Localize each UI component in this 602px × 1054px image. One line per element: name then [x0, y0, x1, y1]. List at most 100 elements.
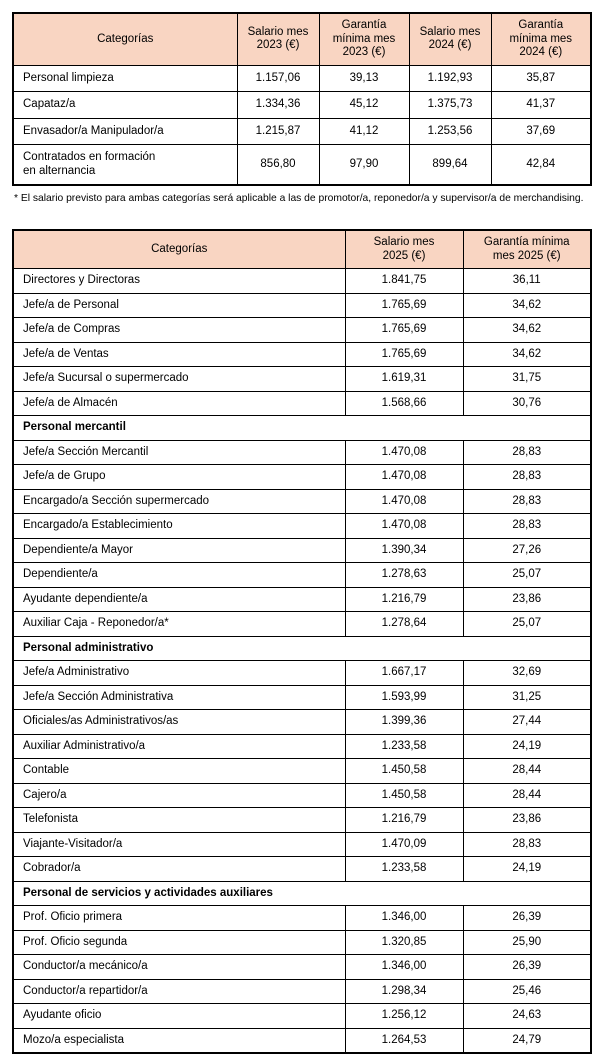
value-cell: 1.593,99 [344, 684, 464, 710]
value-cell: 28,44 [462, 782, 592, 808]
value-column-header: Garantía mínima mes 2025 (€) [462, 229, 592, 269]
header-row: Categorías Salario mes 2023 (€) Garantía m… [12, 12, 592, 66]
value-column-header: Salario mes 2024 (€) [408, 12, 492, 66]
value-column-header: Salario mes 2023 (€) [236, 12, 320, 66]
category-cell: Contratados en formación en alternancia [12, 144, 238, 186]
table-row: Auxiliar Caja - Reponedor/a* 1.278,64 25,0… [12, 611, 592, 637]
value-cell: 1.346,00 [344, 954, 464, 980]
value-cell: 28,83 [462, 439, 592, 465]
table-body: Directores y Directoras 1.841,75 36,11 Jefe… [12, 268, 592, 1054]
table-row: Personal limpieza 1.157,06 39,13 1.192,93 35… [12, 64, 592, 92]
category-cell: Dependiente/a Mayor [12, 537, 346, 563]
value-cell: 34,62 [462, 341, 592, 367]
value-cell: 1.390,34 [344, 537, 464, 563]
value-cell: 1.470,08 [344, 464, 464, 490]
value-cell: 1.334,36 [236, 91, 320, 119]
value-cell: 24,63 [462, 1003, 592, 1029]
table-row: Contable 1.450,58 28,44 [12, 758, 592, 784]
category-cell: Encargado/a Establecimiento [12, 513, 346, 539]
category-cell: Telefonista [12, 807, 346, 833]
value-cell: 27,44 [462, 709, 592, 735]
category-cell: Jefe/a de Compras [12, 317, 346, 343]
category-cell: Prof. Oficio segunda [12, 929, 346, 955]
value-cell: 24,19 [462, 856, 592, 882]
value-cell: 1.619,31 [344, 366, 464, 392]
table-row: Telefonista 1.216,79 23,86 [12, 807, 592, 833]
category-cell: Oficiales/as Administrativos/as [12, 709, 346, 735]
table-row: Jefe/a de Almacén 1.568,66 30,76 [12, 390, 592, 416]
category-cell: Mozo/a especialista [12, 1027, 346, 1054]
value-cell: 42,84 [490, 144, 592, 186]
table-row: Contratados en formación en alternancia 8… [12, 144, 592, 186]
value-cell: 1.346,00 [344, 905, 464, 931]
value-cell: 35,87 [490, 64, 592, 92]
value-cell: 1.470,08 [344, 513, 464, 539]
category-cell: Encargado/a Sección supermercado [12, 488, 346, 514]
value-cell: 25,07 [462, 562, 592, 588]
value-column-header: Garantía mínima mes 2023 (€) [318, 12, 410, 66]
value-cell: 27,26 [462, 537, 592, 563]
table-row: Ayudante oficio 1.256,12 24,63 [12, 1003, 592, 1029]
value-cell: 856,80 [236, 144, 320, 186]
value-cell: 1.264,53 [344, 1027, 464, 1054]
value-cell: 1.256,12 [344, 1003, 464, 1029]
value-cell: 26,39 [462, 905, 592, 931]
category-column-header: Categorías [12, 229, 346, 269]
category-cell: Auxiliar Administrativo/a [12, 733, 346, 759]
table-row: Jefe/a Sección Mercantil 1.470,08 28,83 [12, 439, 592, 465]
table-row: Dependiente/a 1.278,63 25,07 [12, 562, 592, 588]
table-row: Cajero/a 1.450,58 28,44 [12, 782, 592, 808]
value-cell: 28,83 [462, 488, 592, 514]
table-row: Jefe/a de Compras 1.765,69 34,62 [12, 317, 592, 343]
table-row: Jefe/a Administrativo 1.667,17 32,69 [12, 660, 592, 686]
value-cell: 45,12 [318, 91, 410, 119]
value-cell: 1.399,36 [344, 709, 464, 735]
table-row: Directores y Directoras 1.841,75 36,11 [12, 268, 592, 294]
table-body: Personal limpieza 1.157,06 39,13 1.192,93 35… [12, 64, 592, 186]
value-cell: 1.450,58 [344, 782, 464, 808]
table-row: Conductor/a mecánico/a 1.346,00 26,39 [12, 954, 592, 980]
category-cell: Jefe/a de Grupo [12, 464, 346, 490]
table-row: Envasador/a Manipulador/a 1.215,87 41,12 1.… [12, 117, 592, 145]
category-cell: Ayudante dependiente/a [12, 586, 346, 612]
value-cell: 1.233,58 [344, 733, 464, 759]
table-row: Auxiliar Administrativo/a 1.233,58 24,19 [12, 733, 592, 759]
category-cell: Jefe/a de Ventas [12, 341, 346, 367]
value-cell: 1.320,85 [344, 929, 464, 955]
value-cell: 37,69 [490, 117, 592, 145]
category-cell: Ayudante oficio [12, 1003, 346, 1029]
value-cell: 1.253,56 [408, 117, 492, 145]
value-cell: 32,69 [462, 660, 592, 686]
category-cell: Capataz/a [12, 91, 238, 119]
value-cell: 25,90 [462, 929, 592, 955]
value-cell: 24,19 [462, 733, 592, 759]
table-row: Encargado/a Sección supermercado 1.470,08… [12, 488, 592, 514]
value-cell: 34,62 [462, 317, 592, 343]
category-cell: Viajante-Visitador/a [12, 831, 346, 857]
value-cell: 24,79 [462, 1027, 592, 1054]
category-cell: Cobrador/a [12, 856, 346, 882]
value-cell: 1.278,64 [344, 611, 464, 637]
category-column-header: Categorías [12, 12, 238, 66]
value-cell: 1.568,66 [344, 390, 464, 416]
section-row: Personal de servicios y actividades auxi… [12, 880, 592, 906]
value-cell: 1.765,69 [344, 317, 464, 343]
value-cell: 31,25 [462, 684, 592, 710]
table-row: Jefe/a de Personal 1.765,69 34,62 [12, 292, 592, 318]
category-cell: Jefe/a Administrativo [12, 660, 346, 686]
table-row: Capataz/a 1.334,36 45,12 1.375,73 41,37 [12, 91, 592, 119]
section-label: Personal mercantil [12, 415, 592, 441]
value-cell: 97,90 [318, 144, 410, 186]
table-row: Dependiente/a Mayor 1.390,34 27,26 [12, 537, 592, 563]
value-cell: 1.470,09 [344, 831, 464, 857]
value-cell: 39,13 [318, 64, 410, 92]
category-cell: Jefe/a de Personal [12, 292, 346, 318]
table-row: Encargado/a Establecimiento 1.470,08 28,83 [12, 513, 592, 539]
value-cell: 36,11 [462, 268, 592, 294]
value-cell: 1.765,69 [344, 292, 464, 318]
category-cell: Jefe/a Sección Administrativa [12, 684, 346, 710]
category-cell: Prof. Oficio primera [12, 905, 346, 931]
value-cell: 1.215,87 [236, 117, 320, 145]
value-cell: 1.470,08 [344, 439, 464, 465]
